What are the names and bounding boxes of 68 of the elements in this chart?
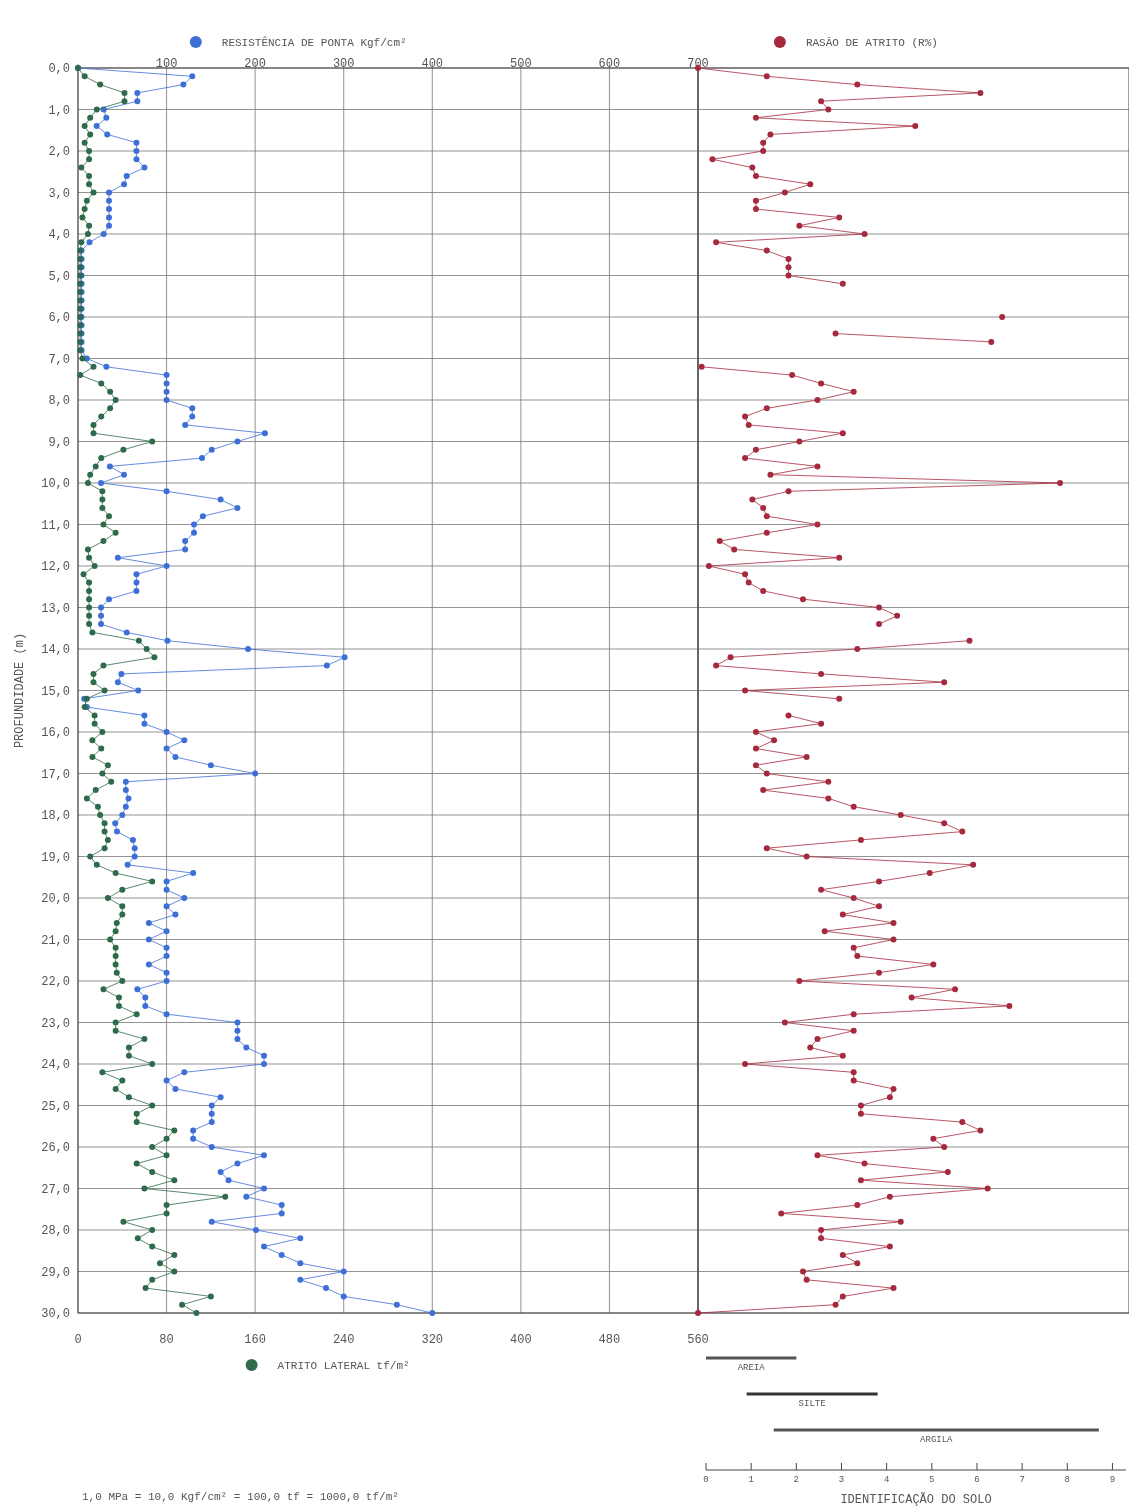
x-tick-label: 8 [1064, 1475, 1070, 1485]
x-tick-label: 160 [244, 1333, 266, 1347]
y-tick-label: 8,0 [48, 394, 70, 409]
y-tick-label: 18,0 [41, 809, 70, 824]
x2-tick-label: 600 [598, 57, 621, 71]
x-tick-label: 560 [687, 1333, 709, 1347]
y-tick-label: 26,0 [41, 1141, 70, 1156]
y-tick-label: 24,0 [41, 1058, 70, 1073]
x2-tick-label: 300 [332, 57, 355, 71]
y-tick-label: 16,0 [41, 726, 70, 741]
y-tick-label: 27,0 [41, 1182, 70, 1197]
bar [706, 1356, 797, 1360]
x2-tick-label: 500 [510, 57, 532, 71]
y-tick-label: 10,0 [41, 477, 70, 492]
x-tick-label: 80 [159, 1333, 174, 1347]
y-tick-label: 9,0 [48, 435, 70, 450]
y-tick-label: 6,0 [48, 311, 70, 326]
x-tick-label: 0 [703, 1475, 709, 1485]
y-tick-label: 15,0 [41, 684, 70, 699]
x-tick-label: 400 [510, 1333, 532, 1347]
x-tick-label: 480 [598, 1333, 621, 1347]
y-tick-label: 19,0 [41, 850, 70, 865]
y-tick-label: 17,0 [41, 767, 70, 782]
bar [746, 1392, 878, 1396]
y-tick-label: ARGILA [920, 1435, 954, 1445]
y-axis-title: PROFUNDIDADE (m) [13, 632, 27, 749]
y-tick-label: 12,0 [41, 560, 70, 575]
bar [773, 1428, 1099, 1432]
y-tick-label: 0,0 [48, 62, 70, 77]
x-tick-label: 0 [74, 1333, 82, 1347]
y-tick-label: 2,0 [48, 145, 70, 160]
text: 1,0 MPa = 10,0 Kgf/cm² = 100,0 tf = 1000,0 tf/m² [82, 1491, 399, 1503]
x2-tick-label: 400 [421, 57, 444, 71]
y-tick-label: 4,0 [48, 228, 70, 243]
x-axis-title: IDENTIFICAÇÃO DO SOLO [840, 1492, 992, 1507]
y-tick-label: 20,0 [41, 892, 70, 907]
y-tick-label: 28,0 [41, 1224, 70, 1239]
y-tick-label: 14,0 [41, 643, 70, 658]
y-tick-label: 22,0 [41, 975, 70, 990]
x-tick-label: 240 [332, 1333, 355, 1347]
x-axis-title: ATRITO LATERAL tf/m² [277, 1359, 410, 1372]
y-tick-label: 25,0 [41, 1099, 70, 1114]
x2-tick-label: 100 [155, 57, 178, 71]
x-tick-label: 5 [929, 1475, 935, 1485]
y-tick-label: 11,0 [41, 518, 70, 533]
x2-tick-label: 200 [244, 57, 266, 71]
y-tick-label: 23,0 [41, 1016, 70, 1031]
y-tick-label: 21,0 [41, 933, 70, 948]
x-tick-label: 4 [883, 1475, 890, 1485]
x-tick-label: 1 [748, 1475, 754, 1485]
y-tick-label: 1,0 [48, 103, 70, 118]
y-tick-label: 7,0 [48, 352, 70, 367]
y-tick-label: 29,0 [41, 1265, 70, 1280]
y-tick-label: 13,0 [41, 601, 70, 616]
y-tick-label: SILTE [798, 1399, 826, 1409]
y-tick-label: 30,0 [41, 1307, 70, 1322]
x-tick-label: 7 [1019, 1475, 1025, 1485]
x2-tick-label: 700 [687, 57, 709, 71]
x2-axis-title: RESISTÊNCIA DE PONTA Kgf/cm² [221, 35, 407, 49]
y-tick-label: 3,0 [48, 186, 70, 201]
x-tick-label: 6 [974, 1475, 980, 1485]
x-tick-label: 3 [838, 1475, 845, 1485]
x-tick-label: 2 [793, 1475, 800, 1485]
y-tick-label: AREIA [737, 1363, 766, 1373]
y-tick-label: 5,0 [48, 269, 70, 284]
legend-label: RASÃO DE ATRITO (R%) [805, 36, 938, 49]
x-tick-label: 320 [421, 1333, 444, 1347]
x-tick-label: 9 [1109, 1475, 1116, 1485]
